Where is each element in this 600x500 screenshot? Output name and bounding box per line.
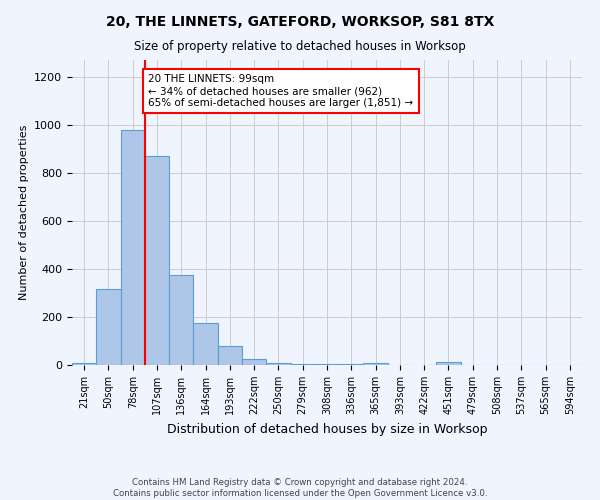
- Bar: [96, 290, 121, 365]
- Bar: [218, 346, 242, 365]
- X-axis label: Distribution of detached houses by size in Worksop: Distribution of detached houses by size …: [167, 422, 487, 436]
- Bar: [169, 275, 193, 365]
- Y-axis label: Number of detached properties: Number of detached properties: [19, 125, 29, 300]
- Bar: [339, 364, 364, 365]
- Bar: [121, 130, 145, 365]
- Text: Contains HM Land Registry data © Crown copyright and database right 2024.
Contai: Contains HM Land Registry data © Crown c…: [113, 478, 487, 498]
- Bar: [266, 363, 290, 365]
- Bar: [242, 359, 266, 365]
- Text: 20 THE LINNETS: 99sqm
← 34% of detached houses are smaller (962)
65% of semi-det: 20 THE LINNETS: 99sqm ← 34% of detached …: [149, 74, 413, 108]
- Bar: [364, 363, 388, 365]
- Bar: [436, 362, 461, 365]
- Text: 20, THE LINNETS, GATEFORD, WORKSOP, S81 8TX: 20, THE LINNETS, GATEFORD, WORKSOP, S81 …: [106, 15, 494, 29]
- Bar: [290, 364, 315, 365]
- Text: Size of property relative to detached houses in Worksop: Size of property relative to detached ho…: [134, 40, 466, 53]
- Bar: [72, 362, 96, 365]
- Bar: [315, 364, 339, 365]
- Bar: [145, 156, 169, 365]
- Bar: [193, 323, 218, 365]
